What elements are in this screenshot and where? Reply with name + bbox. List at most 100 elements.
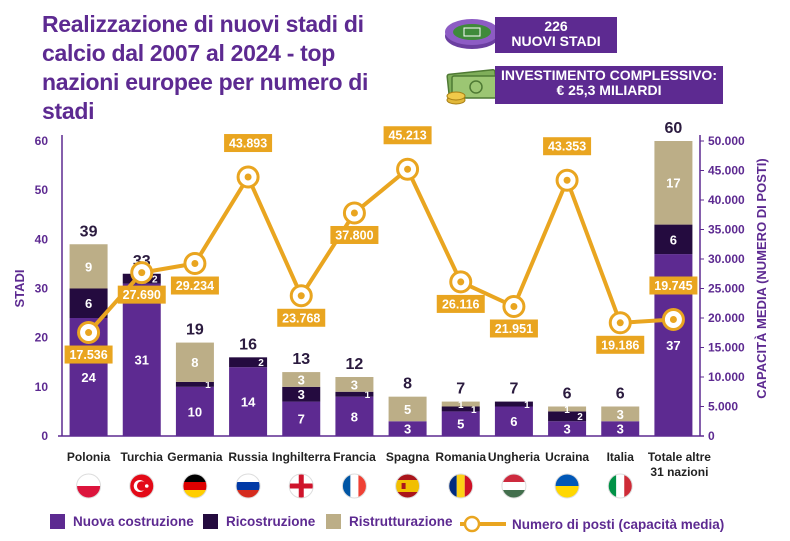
bar-total-label: 60 [665,120,683,137]
capacity-label-box [224,134,273,153]
category-label: Ucraina [545,450,589,464]
bar-value-label: 6 [670,232,677,247]
legend-capacity: Numero di posti (capacità media) [458,514,724,534]
capacity-label: 23.768 [282,311,320,325]
capacity-line [87,167,674,334]
y-tick-label: 0 [41,429,48,443]
bar-value-label: 1 [458,400,464,411]
bar-ristrutturazione [175,342,214,382]
y2-tick-label: 40.000 [708,193,745,207]
y-tick-label: 20 [35,331,49,345]
italy-flag-icon [608,474,633,498]
capacity-point-center [563,176,571,184]
capacity-label: 37.800 [335,228,373,242]
y2-tick-label: 35.000 [708,223,745,237]
bar-total-label: 7 [509,381,518,398]
bar-value-label: 1 [365,390,371,401]
bar-value-label: 8 [351,409,358,424]
stadi-label: NUOVI STADI [511,33,601,49]
bar-value-label: 5 [457,417,464,432]
bar-nuova [282,401,321,436]
bar-nuova [494,406,533,436]
legend-swatch-nuova [50,514,65,529]
bar-total-label: 6 [616,386,625,403]
capacity-label: 19.745 [654,279,692,293]
bar-value-label: 7 [298,412,305,427]
legend-ricostruzione: Ricostruzione [203,514,315,529]
bar-value-label: 14 [241,395,256,410]
bar-value-label: 17 [666,176,680,191]
capacity-label-box [170,276,219,295]
bar-ricostruzione [441,406,480,412]
capacity-label-box [543,137,592,156]
capacity-label: 45.213 [388,129,426,143]
bar-nuova [122,283,161,436]
investment-value: € 25,3 MILIARDI [556,82,662,98]
investment-badge: INVESTIMENTO COMPLESSIVO: € 25,3 MILIARD… [495,66,723,104]
bar-total-label: 12 [346,356,364,373]
y2-tick-label: 30.000 [708,252,745,266]
bar-total-label: 8 [403,376,412,393]
y2-tick-label: 50.000 [708,134,745,148]
bar-ristrutturazione [282,372,321,387]
capacity-label: 27.690 [123,288,161,302]
bar-ricostruzione [175,381,214,387]
bar-total-label: 7 [456,381,465,398]
bar-nuova [441,411,480,436]
bar-ricostruzione [335,391,374,397]
capacity-label-box [436,294,485,313]
bar-ristrutturazione [69,244,108,289]
legend-label-ricostruzione: Ricostruzione [226,514,316,529]
stadi-value: 226 [544,18,568,34]
capacity-label: 17.536 [69,348,107,362]
bar-total-label: 16 [239,336,257,353]
bar-value-label: 1 [524,400,530,411]
y2-tick-label: 10.000 [708,370,745,384]
money-icon [446,68,501,105]
y2-tick-label: 0 [708,429,715,443]
flag-border [182,473,208,499]
capacity-point-center [457,278,465,286]
bar-ricostruzione [229,357,268,368]
category-label: Germania [167,450,223,464]
ukraine-flag-icon [555,474,580,498]
y2-tick-label: 45.000 [708,164,745,178]
bar-ristrutturazione [335,377,374,392]
y-tick-label: 10 [35,380,49,394]
romania-flag-icon [448,474,473,498]
capacity-label-box [489,319,538,338]
stadi-badge: 226 NUOVI STADI [495,17,617,53]
bar-value-label: 37 [666,338,680,353]
spain-flag-icon [395,474,420,498]
legend-swatch-ristrutturazione [326,514,341,529]
russia-flag-icon [236,474,261,498]
y-axis-label: STADI [12,269,27,307]
bar-value-label: 10 [188,404,202,419]
bar-value-label: 5 [404,402,411,417]
bar-value-label: 1 [471,405,477,416]
capacity-point-center [191,260,199,268]
capacity-label-box [117,285,166,304]
bar-ristrutturazione [548,406,587,412]
capacity-label-box [596,335,645,354]
investment-label: INVESTIMENTO COMPLESSIVO: [501,67,717,83]
bar-value-label: 3 [563,422,570,437]
legend-ristrutturazione: Ristrutturazione [326,514,453,529]
flag-border [607,473,633,499]
flag-border [448,473,474,499]
capacity-point-center [669,316,677,324]
y2-tick-label: 15.000 [708,341,745,355]
capacity-point-center [616,319,624,327]
y2-tick-label: 5.000 [708,400,738,414]
bar-nuova [175,386,214,436]
flag-border [235,473,261,499]
category-label: Inghilterra [272,450,331,464]
capacity-label: 21.951 [495,322,533,336]
bar-value-label: 1 [205,380,211,391]
legend-swatch-ricostruzione [203,514,218,529]
bar-value-label: 1 [564,405,570,416]
y-tick-label: 40 [35,232,49,246]
bar-total-label: 13 [292,351,310,368]
flag-border [501,473,527,499]
bar-value-label: 24 [81,370,96,385]
